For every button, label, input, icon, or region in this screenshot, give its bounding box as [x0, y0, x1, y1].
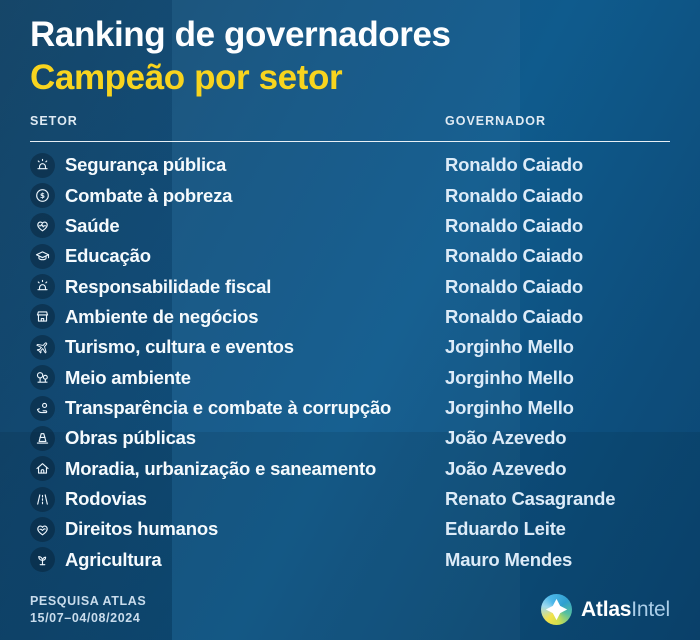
graduation-cap-icon — [30, 243, 55, 269]
sector-label: Responsabilidade fiscal — [65, 275, 272, 297]
governor-name: Jorginho Mello — [445, 366, 574, 388]
sector-label: Ambiente de negócios — [65, 305, 259, 327]
governor-name: Eduardo Leite — [445, 518, 566, 540]
table-row: Agricultura Mauro Mendes — [30, 545, 670, 575]
governor-name: João Azevedo — [445, 427, 567, 449]
governor-name: João Azevedo — [445, 457, 567, 479]
governor-name: Ronaldo Caiado — [445, 154, 584, 176]
storefront-icon — [30, 304, 55, 330]
table-row: Rodovias Renato Casagrande — [30, 484, 670, 514]
survey-info: PESQUISA ATLAS 15/07–04/08/2024 — [30, 593, 146, 627]
ranking-table: Segurança pública Ronaldo Caiado $ Comba… — [30, 150, 670, 575]
governor-name: Jorginho Mello — [445, 397, 574, 419]
atlasintel-logo: AtlasIntel — [540, 594, 670, 625]
heart-handshake-icon — [30, 516, 55, 542]
sector-label: Moradia, urbanização e saneamento — [65, 457, 377, 479]
governor-name: Ronaldo Caiado — [445, 245, 584, 267]
governor-name: Renato Casagrande — [445, 488, 616, 510]
governor-name: Ronaldo Caiado — [445, 305, 584, 327]
house-icon — [30, 456, 55, 482]
table-column-headers: SETOR GOVERNADOR — [30, 114, 670, 128]
table-row: Saúde Ronaldo Caiado — [30, 211, 670, 241]
governor-name: Jorginho Mello — [445, 336, 574, 358]
sector-label: Combate à pobreza — [65, 184, 233, 206]
sector-label: Meio ambiente — [65, 366, 191, 388]
table-row: Direitos humanos Eduardo Leite — [30, 514, 670, 544]
sector-label: Obras públicas — [65, 427, 196, 449]
table-row: Responsabilidade fiscal Ronaldo Caiado — [30, 271, 670, 301]
column-header-governor: GOVERNADOR — [445, 114, 546, 128]
atlasintel-logo-text: AtlasIntel — [581, 598, 670, 622]
table-row: Moradia, urbanização e saneamento João A… — [30, 454, 670, 484]
table-row: $ Combate à pobreza Ronaldo Caiado — [30, 180, 670, 210]
brand-name-bold: Atlas — [580, 597, 632, 621]
column-header-sector: SETOR — [30, 114, 78, 128]
hand-coin-icon — [30, 395, 55, 421]
traffic-cone-icon — [30, 425, 55, 451]
atlasintel-logo-icon — [540, 594, 572, 625]
sector-label: Saúde — [65, 214, 120, 236]
dollar-coin-icon: $ — [30, 183, 55, 209]
sector-label: Transparência e combate à corrupção — [65, 397, 392, 419]
page-title: Ranking de governadores Campeão por seto… — [30, 13, 451, 99]
governor-name: Ronaldo Caiado — [445, 184, 584, 206]
table-row: Turismo, cultura e eventos Jorginho Mell… — [30, 332, 670, 362]
road-icon — [30, 486, 55, 512]
title-line-2: Campeão por setor — [30, 58, 343, 97]
table-row: Transparência e combate à corrupção Jorg… — [30, 393, 670, 423]
table-row: Segurança pública Ronaldo Caiado — [30, 150, 670, 180]
airplane-icon — [30, 334, 55, 360]
sprout-icon — [30, 547, 55, 573]
governor-name: Ronaldo Caiado — [445, 275, 584, 297]
sector-label: Rodovias — [65, 488, 147, 510]
governor-name: Mauro Mendes — [445, 548, 573, 570]
sector-label: Segurança pública — [65, 154, 227, 176]
sector-label: Direitos humanos — [65, 518, 219, 540]
title-line-1: Ranking de governadores — [30, 15, 451, 54]
table-row: Ambiente de negócios Ronaldo Caiado — [30, 302, 670, 332]
svg-text:$: $ — [40, 191, 45, 200]
governor-name: Ronaldo Caiado — [445, 214, 584, 236]
survey-label: PESQUISA ATLAS — [30, 594, 147, 608]
table-row: Educação Ronaldo Caiado — [30, 241, 670, 271]
siren-icon — [30, 274, 55, 300]
heart-pulse-icon — [30, 213, 55, 239]
survey-period: 15/07–04/08/2024 — [30, 611, 141, 625]
table-row: Meio ambiente Jorginho Mello — [30, 363, 670, 393]
trees-icon — [30, 365, 55, 391]
brand-name-light: Intel — [631, 597, 670, 621]
siren-icon — [30, 152, 55, 178]
header-divider — [30, 141, 670, 142]
table-row: Obras públicas João Azevedo — [30, 423, 670, 453]
sector-label: Turismo, cultura e eventos — [65, 336, 294, 358]
sector-label: Educação — [65, 245, 151, 267]
sector-label: Agricultura — [65, 548, 162, 570]
